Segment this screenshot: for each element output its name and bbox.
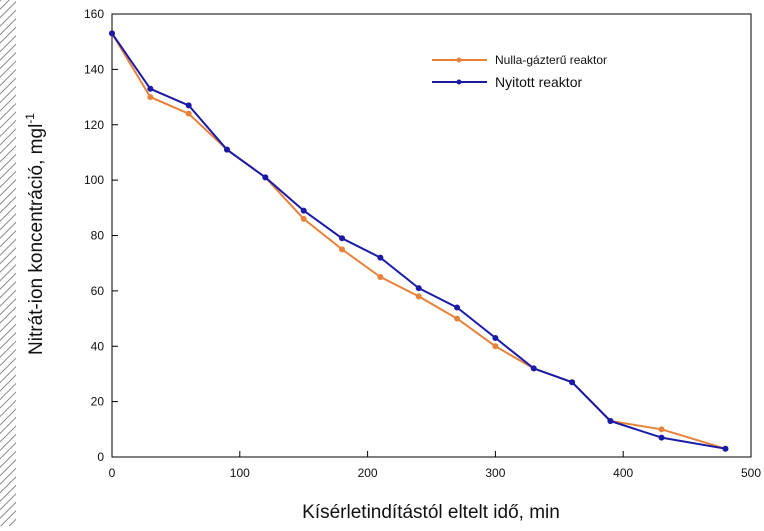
x-tick-label: 0	[109, 466, 116, 480]
data-point-series-1	[224, 146, 231, 153]
x-tick-label: 300	[485, 466, 505, 480]
data-point-series-0	[658, 426, 665, 433]
x-tick-label: 400	[613, 466, 633, 480]
data-point-series-1	[415, 285, 422, 292]
plot-area	[111, 13, 752, 458]
y-tick-label: 80	[91, 229, 105, 243]
y-tick-label: 100	[84, 173, 104, 187]
data-point-series-1	[377, 254, 384, 261]
legend-label-series-0: Nulla-gázterű reaktor	[495, 53, 607, 67]
x-tick-label: 100	[230, 466, 250, 480]
data-point-series-1	[722, 445, 729, 452]
data-point-series-1	[339, 235, 346, 242]
x-axis-label: Kísérletindítástól eltelt idő, min	[302, 502, 560, 523]
series-0	[109, 30, 729, 452]
y-axis-label-text: Nitrát-ion koncentráció, mgl	[26, 124, 47, 355]
data-point-series-1	[300, 207, 307, 214]
data-point-series-0	[415, 293, 422, 300]
data-point-series-1	[530, 365, 537, 372]
data-point-series-1	[185, 102, 192, 109]
y-tick-label: 140	[84, 62, 104, 76]
data-point-series-1	[262, 174, 269, 181]
y-tick-label: 160	[84, 7, 104, 21]
legend-label-series-1: Nyitott reaktor	[495, 74, 582, 90]
series-line-0	[111, 32, 726, 450]
x-tick-label: 200	[358, 466, 378, 480]
legend-marker-series-1	[456, 79, 462, 85]
y-tick-label: 60	[91, 284, 105, 298]
data-point-series-1	[454, 304, 461, 311]
data-point-series-0	[454, 315, 461, 322]
y-tick-label: 0	[97, 450, 104, 464]
data-point-series-0	[185, 110, 192, 117]
series-1	[109, 30, 729, 452]
data-point-series-1	[658, 434, 665, 441]
data-point-series-1	[492, 334, 499, 341]
data-point-series-1	[109, 30, 115, 37]
x-axis: 0 100 200 300 400 500	[109, 451, 761, 480]
y-axis-label-superscript: -1	[23, 113, 37, 124]
x-tick-label: 500	[741, 466, 761, 480]
legend-marker-series-0	[456, 57, 462, 63]
data-point-series-0	[492, 343, 499, 350]
data-point-series-0	[147, 94, 154, 101]
data-point-series-1	[569, 379, 576, 386]
data-point-series-1	[147, 85, 154, 92]
series-layer	[109, 30, 729, 452]
y-tick-label: 20	[91, 395, 105, 409]
legend: Nulla-gázterű reaktor Nyitott reaktor	[432, 53, 607, 90]
y-axis-label: Nitrát-ion koncentráció, mgl-1	[23, 113, 47, 355]
data-point-series-0	[300, 215, 307, 222]
y-tick-label: 120	[84, 118, 104, 132]
data-point-series-1	[607, 418, 614, 425]
series-line-1	[111, 32, 726, 450]
data-point-series-0	[339, 246, 346, 253]
y-axis: 0 20 40 60 80 100 120 140 160	[84, 7, 118, 464]
hatched-border	[0, 0, 16, 526]
y-tick-label: 40	[91, 339, 105, 353]
data-point-series-0	[377, 274, 384, 281]
